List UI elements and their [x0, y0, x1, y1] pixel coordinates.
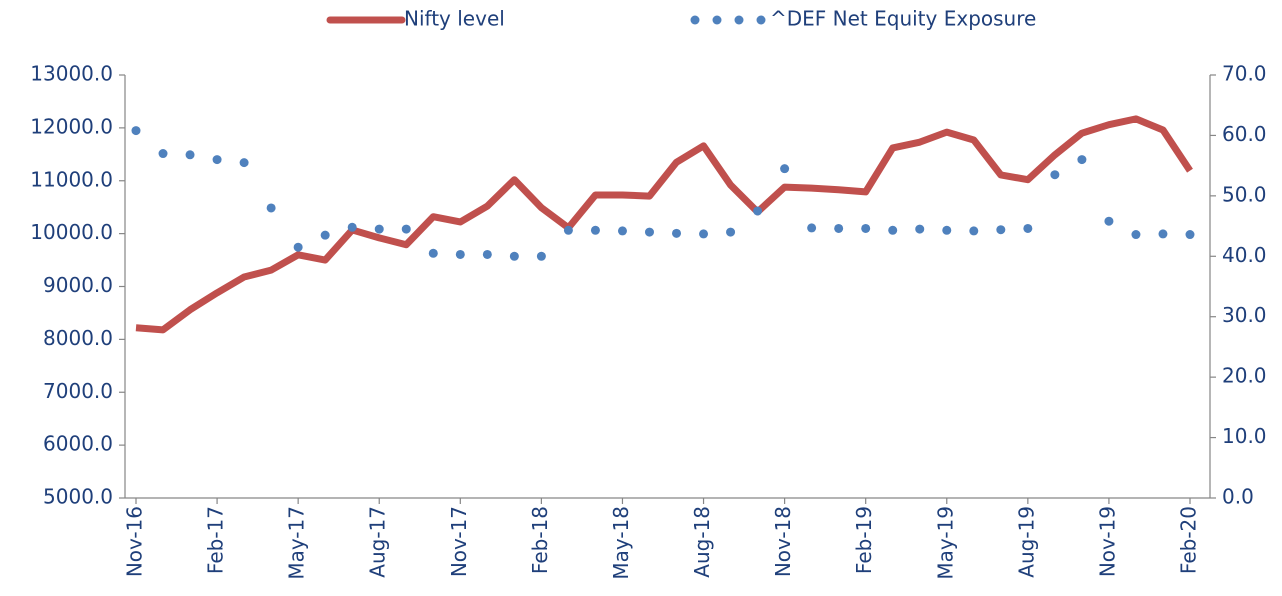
data-point — [861, 223, 871, 233]
y-tick-label: 7000.0 — [43, 379, 113, 403]
data-point — [726, 227, 736, 237]
legend-label: ^DEF Net Equity Exposure — [770, 7, 1036, 31]
data-point — [942, 225, 952, 235]
data-point — [617, 226, 627, 236]
x-tick-label: Nov-16 — [123, 506, 147, 577]
data-point — [1104, 216, 1114, 226]
x-tick-label: Feb-19 — [852, 506, 876, 574]
data-point — [563, 225, 573, 235]
data-point — [482, 249, 492, 259]
data-point — [996, 225, 1006, 235]
x-tick-label: Nov-17 — [447, 506, 471, 577]
y2-tick-label: 50.0 — [1222, 182, 1267, 206]
data-point — [753, 206, 763, 216]
data-point — [969, 226, 979, 236]
data-point — [699, 229, 709, 239]
legend-swatch — [690, 15, 700, 25]
data-point — [266, 203, 276, 213]
y-tick-label: 12000.0 — [30, 114, 113, 138]
data-point — [888, 225, 898, 235]
data-point — [1050, 170, 1060, 180]
data-point — [374, 224, 384, 234]
data-point — [536, 251, 546, 261]
y2-tick-label: 40.0 — [1222, 243, 1267, 267]
data-point — [509, 251, 519, 261]
legend-swatch — [734, 15, 744, 25]
data-point — [915, 224, 925, 234]
data-point — [347, 222, 357, 232]
x-tick-label: Aug-19 — [1014, 506, 1038, 578]
y-tick-label: 6000.0 — [43, 432, 113, 456]
y2-tick-label: 30.0 — [1222, 303, 1267, 327]
x-tick-label: Feb-18 — [528, 506, 552, 574]
x-tick-label: Feb-17 — [204, 506, 228, 574]
y-tick-label: 5000.0 — [43, 485, 113, 509]
data-point — [807, 223, 817, 233]
x-tick-label: Aug-18 — [690, 506, 714, 578]
data-point — [590, 225, 600, 235]
data-point — [428, 248, 438, 258]
data-point — [320, 230, 330, 240]
data-point — [293, 242, 303, 252]
legend-swatch — [756, 15, 766, 25]
y-tick-label: 10000.0 — [30, 220, 113, 244]
data-point — [158, 149, 168, 159]
data-line — [135, 115, 1193, 334]
x-tick-label: Nov-19 — [1095, 506, 1119, 577]
data-point — [131, 126, 141, 136]
data-point — [672, 228, 682, 238]
y-tick-label: 9000.0 — [43, 273, 113, 297]
x-tick-label: May-18 — [609, 506, 633, 580]
x-tick-label: May-19 — [933, 506, 957, 580]
x-tick-label: May-17 — [285, 506, 309, 580]
y2-tick-label: 0.0 — [1222, 485, 1254, 509]
data-point — [780, 164, 790, 174]
data-point — [1023, 223, 1033, 233]
y-tick-label: 11000.0 — [30, 167, 113, 191]
x-tick-label: Aug-17 — [366, 506, 390, 578]
data-point — [1185, 230, 1195, 240]
y2-tick-label: 60.0 — [1222, 122, 1267, 146]
data-point — [185, 150, 195, 160]
data-point — [1131, 230, 1141, 240]
x-tick-label: Nov-18 — [771, 506, 795, 577]
data-point — [401, 224, 411, 234]
data-point — [1158, 229, 1168, 239]
data-point — [455, 249, 465, 259]
legend-swatch — [712, 15, 722, 25]
data-point — [834, 223, 844, 233]
data-point — [644, 227, 654, 237]
data-point — [239, 158, 249, 168]
data-point — [1077, 155, 1087, 165]
y-tick-label: 13000.0 — [30, 62, 113, 86]
y-tick-label: 8000.0 — [43, 326, 113, 350]
y2-tick-label: 20.0 — [1222, 364, 1267, 388]
y2-tick-label: 10.0 — [1222, 424, 1267, 448]
legend-label: Nifty level — [404, 7, 505, 31]
data-point — [212, 155, 222, 165]
x-tick-label: Feb-20 — [1177, 506, 1201, 574]
y2-tick-label: 70.0 — [1222, 62, 1267, 86]
